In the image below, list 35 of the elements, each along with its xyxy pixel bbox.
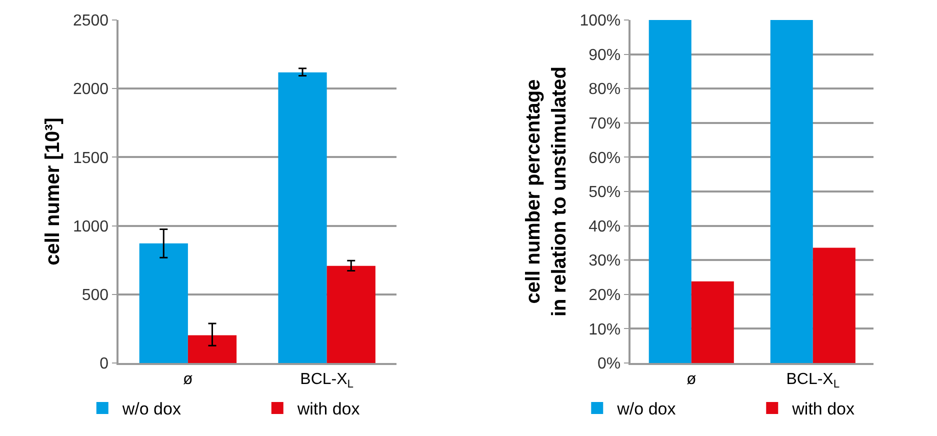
y-tick-label: 10%: [588, 321, 621, 338]
y-axis-title: cell numer [10³]: [42, 118, 64, 266]
legend-label: w/o dox: [121, 400, 182, 419]
y-axis-title: cell number percentage in relation to unstimulated: [522, 66, 571, 317]
y-tick-label: 1500: [72, 150, 109, 167]
bar: [812, 248, 856, 363]
y-tick-label: 60%: [588, 150, 621, 167]
bar: [188, 335, 237, 363]
bar: [139, 243, 188, 363]
bar: [770, 20, 813, 363]
bar: [278, 72, 327, 363]
bar: [691, 281, 734, 363]
x-tick-label: ø: [686, 370, 696, 388]
legend-label: with dox: [791, 400, 856, 419]
y-tick-label: 500: [82, 287, 109, 304]
bar: [326, 266, 376, 363]
y-tick-label: 30%: [588, 252, 621, 270]
y-tick-label: 70%: [588, 116, 621, 132]
y-tick-label: 20%: [588, 287, 621, 304]
x-tick-label: BCL-X$_{L}$: [300, 370, 354, 390]
y-tick-label: 100%: [580, 12, 621, 30]
x-tick-label: ø: [183, 370, 194, 388]
y-tick-label: 0: [100, 356, 109, 373]
legend-label: w/o dox: [616, 400, 676, 419]
y-tick-label: 90%: [588, 46, 621, 64]
legend-label: with dox: [296, 400, 360, 419]
bar: [648, 20, 692, 363]
y-tick-label: 2000: [72, 81, 109, 98]
y-tick-label: 40%: [588, 218, 621, 236]
x-tick-label: BCL-X$_{L}$: [786, 370, 840, 390]
y-tick-label: 1000: [72, 218, 109, 236]
y-tick-label: 2500: [72, 12, 109, 30]
y-tick-label: 50%: [588, 184, 621, 202]
y-tick-label: 0%: [598, 356, 621, 373]
y-tick-label: 80%: [588, 81, 621, 98]
